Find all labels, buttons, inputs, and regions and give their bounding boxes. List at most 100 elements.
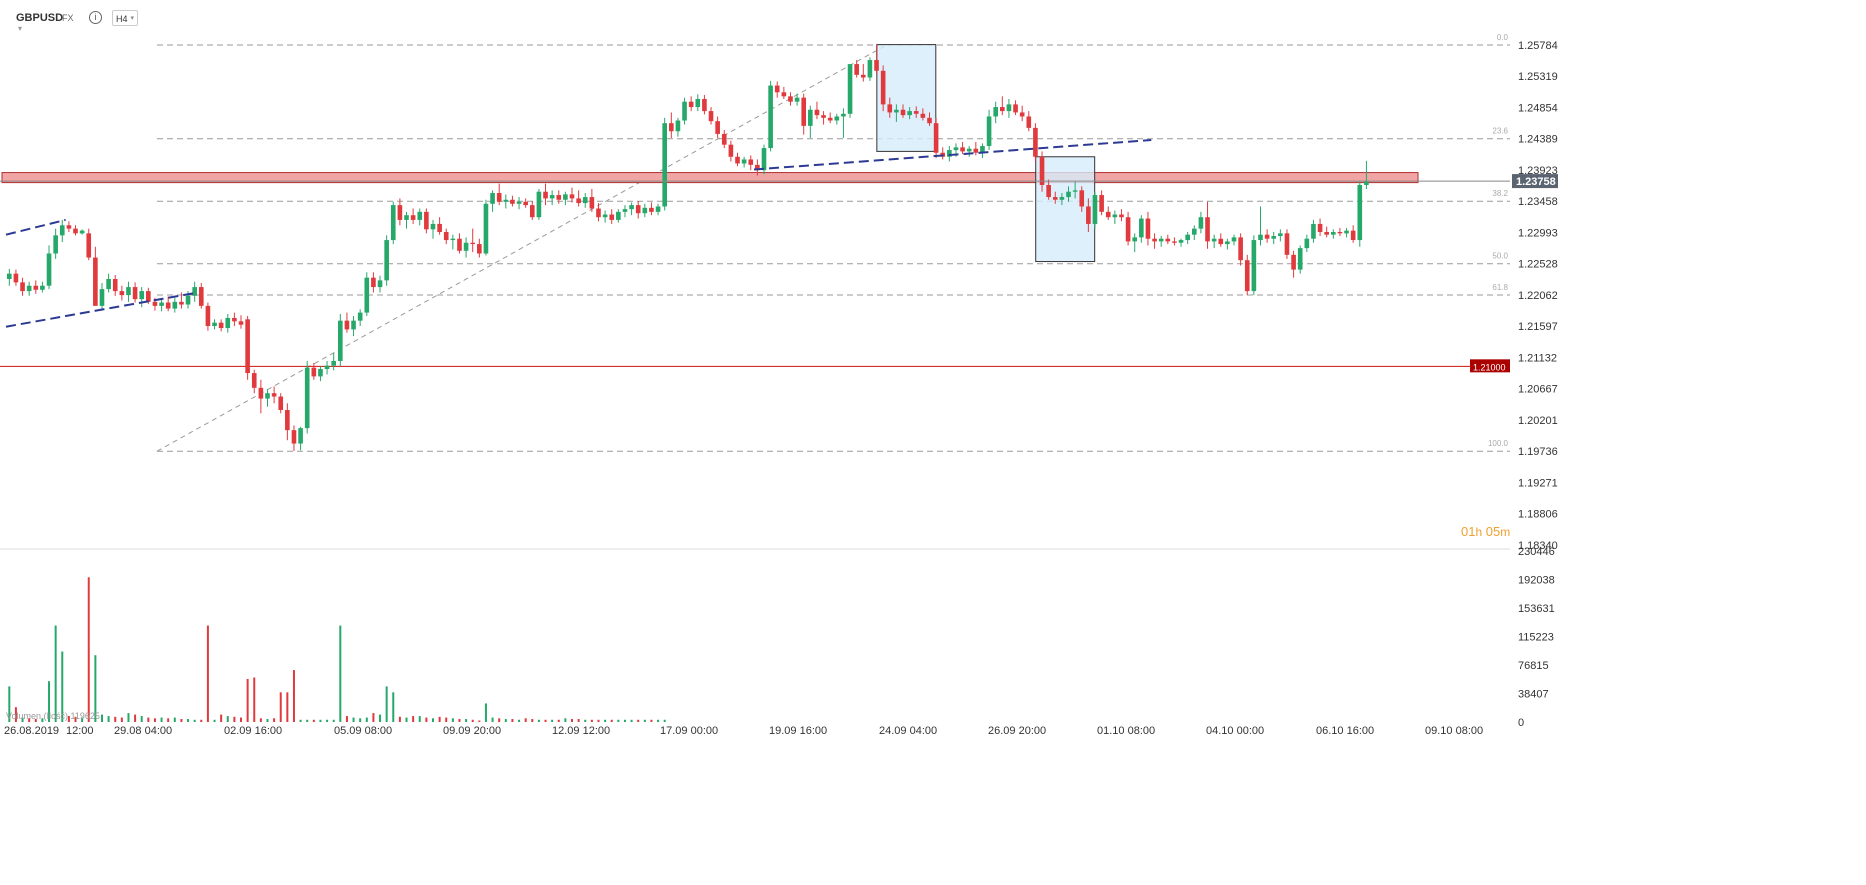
volume-bar: [465, 719, 468, 722]
candle-body: [278, 396, 284, 410]
volume-bar: [604, 719, 607, 722]
volume-bar: [630, 719, 633, 722]
candle-body: [457, 238, 462, 251]
candle-body: [1264, 234, 1270, 239]
volume-bar: [365, 717, 368, 722]
volume-bar: [67, 716, 70, 722]
candle-body: [1311, 223, 1316, 239]
candle-body: [225, 317, 231, 329]
candle-body: [1251, 240, 1257, 292]
candle-body: [1026, 116, 1032, 128]
symbol-label[interactable]: GBPUSD: [16, 12, 64, 24]
candle-body: [688, 101, 694, 108]
candle-body: [1218, 238, 1224, 245]
candle-body: [933, 123, 939, 153]
candle-body: [318, 369, 323, 377]
volume-bar: [120, 717, 123, 722]
volume-bar: [345, 716, 348, 722]
volume-bar: [286, 692, 289, 722]
candle-body: [377, 280, 383, 288]
candle-body: [569, 194, 575, 199]
candle-body: [1344, 230, 1349, 234]
volume-bar: [187, 719, 190, 722]
candle-body: [1059, 197, 1065, 200]
countdown-minutes: 05: [1485, 524, 1501, 539]
candle-body: [443, 231, 449, 241]
candle-body: [821, 115, 826, 118]
volume-bar: [54, 625, 57, 722]
candle-body: [1337, 231, 1343, 234]
candle-body: [728, 144, 734, 157]
volume-bar: [253, 677, 256, 722]
candle-body: [119, 291, 125, 296]
volume-bar: [379, 714, 382, 722]
volume-bar: [438, 716, 441, 722]
candle-body: [271, 393, 277, 397]
candle-body: [258, 387, 264, 399]
candle-body: [814, 109, 820, 116]
volume-bar: [266, 719, 269, 722]
volume-bar: [326, 719, 329, 722]
candle-body: [708, 111, 714, 122]
x-tick-label: 05.09 08:00: [334, 725, 392, 737]
volume-bar: [597, 719, 600, 722]
info-icon[interactable]: i: [89, 11, 102, 24]
candle-body: [1238, 237, 1243, 261]
price-alert-tag: [1470, 359, 1510, 373]
candle-countdown: 01h 05m: [1461, 524, 1510, 539]
candle-body: [126, 287, 131, 296]
candle-body: [33, 285, 39, 290]
candle-body: [986, 116, 992, 147]
candle-body: [1291, 254, 1296, 270]
candle-body: [192, 287, 197, 296]
candle-body: [1244, 260, 1250, 292]
volume-y-tick-label: 153631: [1518, 603, 1555, 615]
candle-body: [503, 199, 509, 202]
chart-header: GBPUSD FX i H4 ▾ ▾: [0, 0, 300, 36]
volume-bar: [332, 719, 335, 722]
candle-body: [232, 317, 237, 322]
volume-bar: [544, 719, 547, 722]
y-tick-label: 1.22528: [1518, 259, 1558, 271]
volume-bar: [259, 718, 262, 722]
candle-body: [655, 206, 661, 212]
candle-body: [1145, 218, 1151, 239]
timeframe-value: H4: [116, 14, 128, 24]
volume-bar: [220, 714, 223, 722]
candle-body: [854, 64, 859, 75]
candle-body: [496, 193, 502, 202]
x-tick-label: 29.08 04:00: [114, 725, 172, 737]
candle-body: [165, 302, 171, 309]
volume-bar: [564, 718, 567, 722]
y-tick-label: 1.18806: [1518, 509, 1558, 521]
candle-body: [662, 123, 667, 207]
candle-body: [563, 194, 568, 200]
candle-body: [417, 211, 423, 220]
candle-body: [298, 428, 303, 444]
candle-body: [1317, 223, 1323, 232]
candle-body: [238, 321, 244, 325]
x-tick-label: 06.10 16:00: [1316, 725, 1374, 737]
candle-body: [152, 301, 158, 306]
candle-body: [1158, 238, 1164, 242]
candle-body: [79, 230, 85, 234]
volume-bar: [312, 719, 315, 722]
candle-body: [46, 253, 52, 286]
candle-body: [1139, 218, 1144, 238]
candle-body: [880, 70, 886, 105]
volume-bar: [28, 718, 31, 722]
candle-body: [1052, 197, 1058, 200]
volume-y-tick-label: 38407: [1518, 689, 1549, 701]
candle-body: [1000, 107, 1005, 112]
timeframe-select[interactable]: H4 ▾: [112, 10, 138, 26]
candle-body: [1125, 217, 1131, 242]
volume-bar: [372, 713, 375, 722]
volume-bar: [160, 717, 163, 722]
candle-body: [20, 282, 25, 292]
volume-bar: [306, 719, 309, 722]
candle-body: [761, 148, 767, 171]
candle-body: [146, 291, 151, 302]
candle-body: [721, 133, 727, 145]
collapse-caret-icon[interactable]: ▾: [18, 24, 23, 33]
